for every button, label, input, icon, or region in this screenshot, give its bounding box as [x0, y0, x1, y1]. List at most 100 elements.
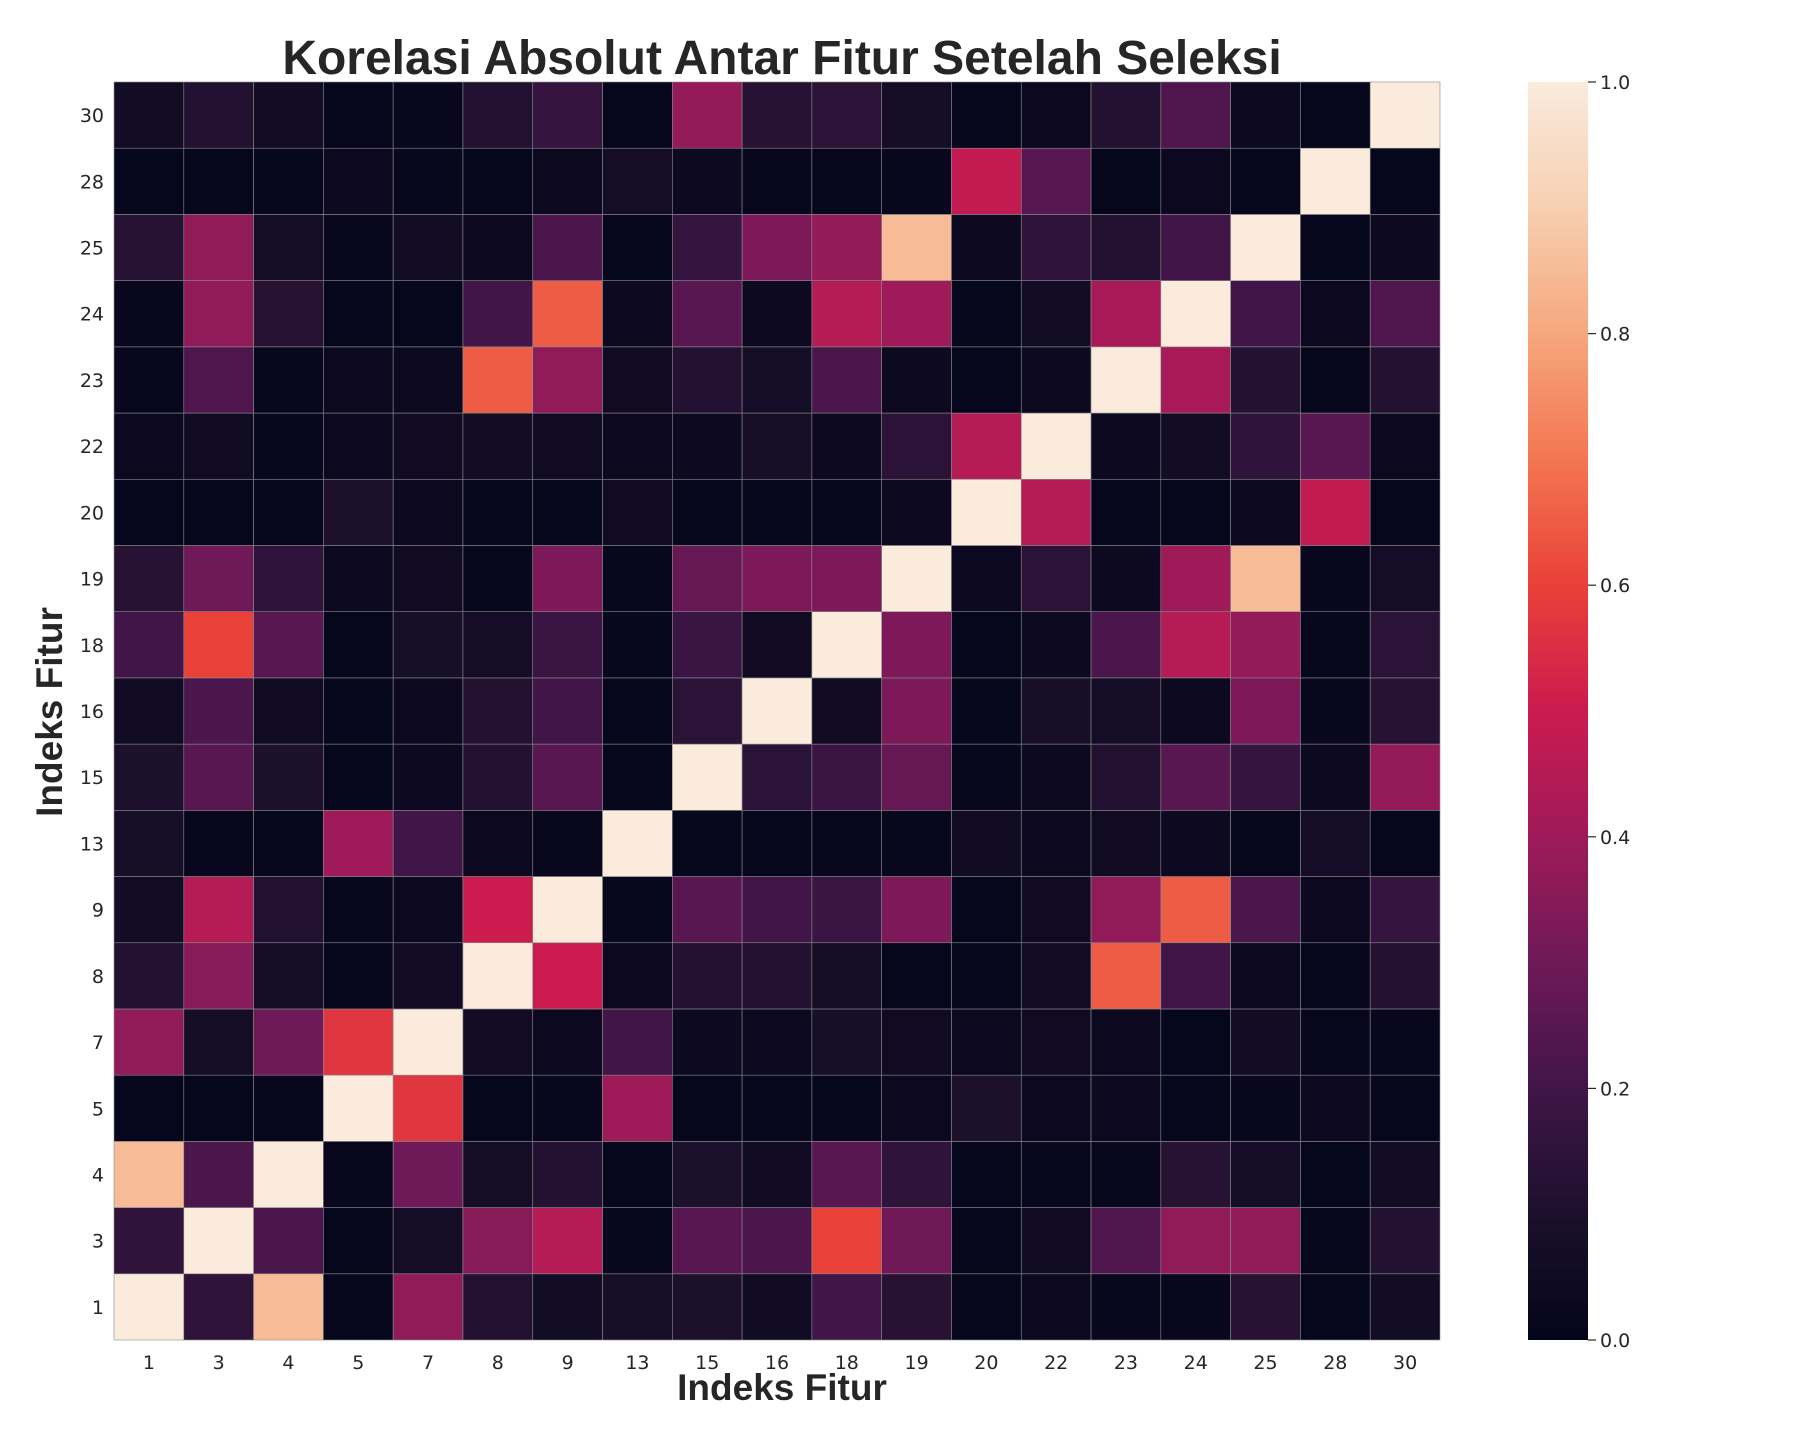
- heatmap-cell: [951, 1207, 1022, 1275]
- heatmap-cell: [741, 1207, 813, 1275]
- heatmap-cell: [253, 1008, 324, 1076]
- heatmap-cell: [532, 545, 603, 612]
- heatmap-cell: [532, 1008, 603, 1076]
- heatmap-cell: [1369, 1074, 1441, 1142]
- heatmap-cell: [1160, 1141, 1231, 1208]
- x-tick-label: 8: [492, 1352, 504, 1374]
- x-tick-label: 5: [352, 1352, 364, 1374]
- heatmap-cell: [1090, 280, 1162, 348]
- heatmap-cell: [1300, 346, 1371, 414]
- heatmap-cell: [672, 147, 743, 215]
- y-tick-label: 13: [80, 833, 104, 855]
- heatmap-cell: [811, 743, 882, 811]
- y-tick-label: 18: [80, 635, 104, 657]
- heatmap-cell: [1230, 478, 1301, 546]
- heatmap-cell: [1369, 611, 1441, 679]
- heatmap-cell: [881, 147, 952, 215]
- heatmap-cell: [1230, 743, 1301, 811]
- heatmap-cell: [1020, 611, 1092, 679]
- heatmap-cell: [1020, 280, 1092, 348]
- heatmap-cell: [672, 1207, 743, 1275]
- heatmap-cell: [602, 677, 673, 745]
- heatmap-cell: [183, 214, 254, 281]
- heatmap-cell: [462, 1207, 534, 1275]
- heatmap-cell: [951, 611, 1022, 679]
- heatmap-cell: [1090, 147, 1162, 215]
- heatmap-cell: [253, 1207, 324, 1275]
- heatmap-cell: [1369, 743, 1441, 811]
- heatmap-cell: [881, 478, 952, 546]
- heatmap-cell: [253, 677, 324, 745]
- heatmap-cell: [951, 346, 1022, 414]
- heatmap-cell: [1020, 810, 1092, 877]
- y-tick-label: 5: [92, 1098, 104, 1120]
- heatmap-cell: [253, 942, 324, 1010]
- heatmap-cell: [1230, 677, 1301, 745]
- heatmap-cell: [811, 1141, 882, 1208]
- heatmap-cell: [183, 412, 254, 480]
- heatmap-cell: [1020, 545, 1092, 612]
- heatmap-cell: [1020, 1273, 1092, 1341]
- heatmap-cell: [183, 677, 254, 745]
- heatmap-cell: [1160, 346, 1231, 414]
- heatmap-cell: [1020, 743, 1092, 811]
- x-tick-label: 30: [1393, 1352, 1417, 1374]
- heatmap-cell: [462, 1074, 534, 1142]
- heatmap-cell: [672, 677, 743, 745]
- heatmap-cell: [1369, 147, 1441, 215]
- heatmap-cell: [811, 478, 882, 546]
- heatmap-cell: [881, 677, 952, 745]
- colorbar-ticks: 0.0 0.2 0.4 0.6 0.8 1.0: [1588, 72, 1630, 1352]
- heatmap-cell: [392, 412, 464, 480]
- heatmap-cell: [672, 81, 743, 149]
- heatmap-cell: [1020, 1008, 1092, 1076]
- heatmap-cell: [602, 1207, 673, 1275]
- heatmap-cell: [951, 942, 1022, 1010]
- heatmap-cell: [462, 942, 534, 1010]
- heatmap-cell: [741, 1074, 813, 1142]
- heatmap-cell: [532, 478, 603, 546]
- heatmap-cell: [741, 81, 813, 149]
- heatmap-cell: [1300, 1273, 1371, 1341]
- heatmap-cell: [183, 1074, 254, 1142]
- heatmap-cell: [1369, 1141, 1441, 1208]
- heatmap-cell: [392, 346, 464, 414]
- y-tick-label: 30: [80, 105, 104, 127]
- heatmap-cell: [881, 545, 952, 612]
- heatmap-cell: [1090, 677, 1162, 745]
- heatmap-cell: [1090, 346, 1162, 414]
- heatmap-cell: [1090, 478, 1162, 546]
- heatmap-cell: [532, 412, 603, 480]
- heatmap-cell: [1230, 147, 1301, 215]
- heatmap-cell: [811, 1207, 882, 1275]
- heatmap-cell: [881, 1141, 952, 1208]
- heatmap-cell: [1300, 942, 1371, 1010]
- heatmap-cell: [1160, 611, 1231, 679]
- heatmap-cell: [392, 280, 464, 348]
- heatmap-cell: [1090, 81, 1162, 149]
- heatmap-cell: [392, 810, 464, 877]
- heatmap-cell: [741, 412, 813, 480]
- heatmap-cell: [253, 810, 324, 877]
- heatmap-cell: [672, 1074, 743, 1142]
- heatmap-cell: [951, 214, 1022, 281]
- heatmap-cell: [1090, 1074, 1162, 1142]
- heatmap-cell: [951, 1273, 1022, 1341]
- heatmap-cell: [1230, 810, 1301, 877]
- heatmap-cell: [741, 942, 813, 1010]
- heatmap-cell: [253, 611, 324, 679]
- heatmap-cell: [183, 147, 254, 215]
- heatmap-cell: [1300, 147, 1371, 215]
- heatmap-cell: [811, 1273, 882, 1341]
- heatmap-cell: [951, 810, 1022, 877]
- heatmap-cell: [1230, 81, 1301, 149]
- heatmap-cell: [741, 346, 813, 414]
- heatmap-cell: [741, 743, 813, 811]
- heatmap-cell: [183, 1008, 254, 1076]
- heatmap-cell: [1160, 280, 1231, 348]
- heatmap-cell: [1300, 412, 1371, 480]
- heatmap-cell: [462, 214, 534, 281]
- heatmap-cell: [811, 876, 882, 944]
- heatmap-cell: [532, 280, 603, 348]
